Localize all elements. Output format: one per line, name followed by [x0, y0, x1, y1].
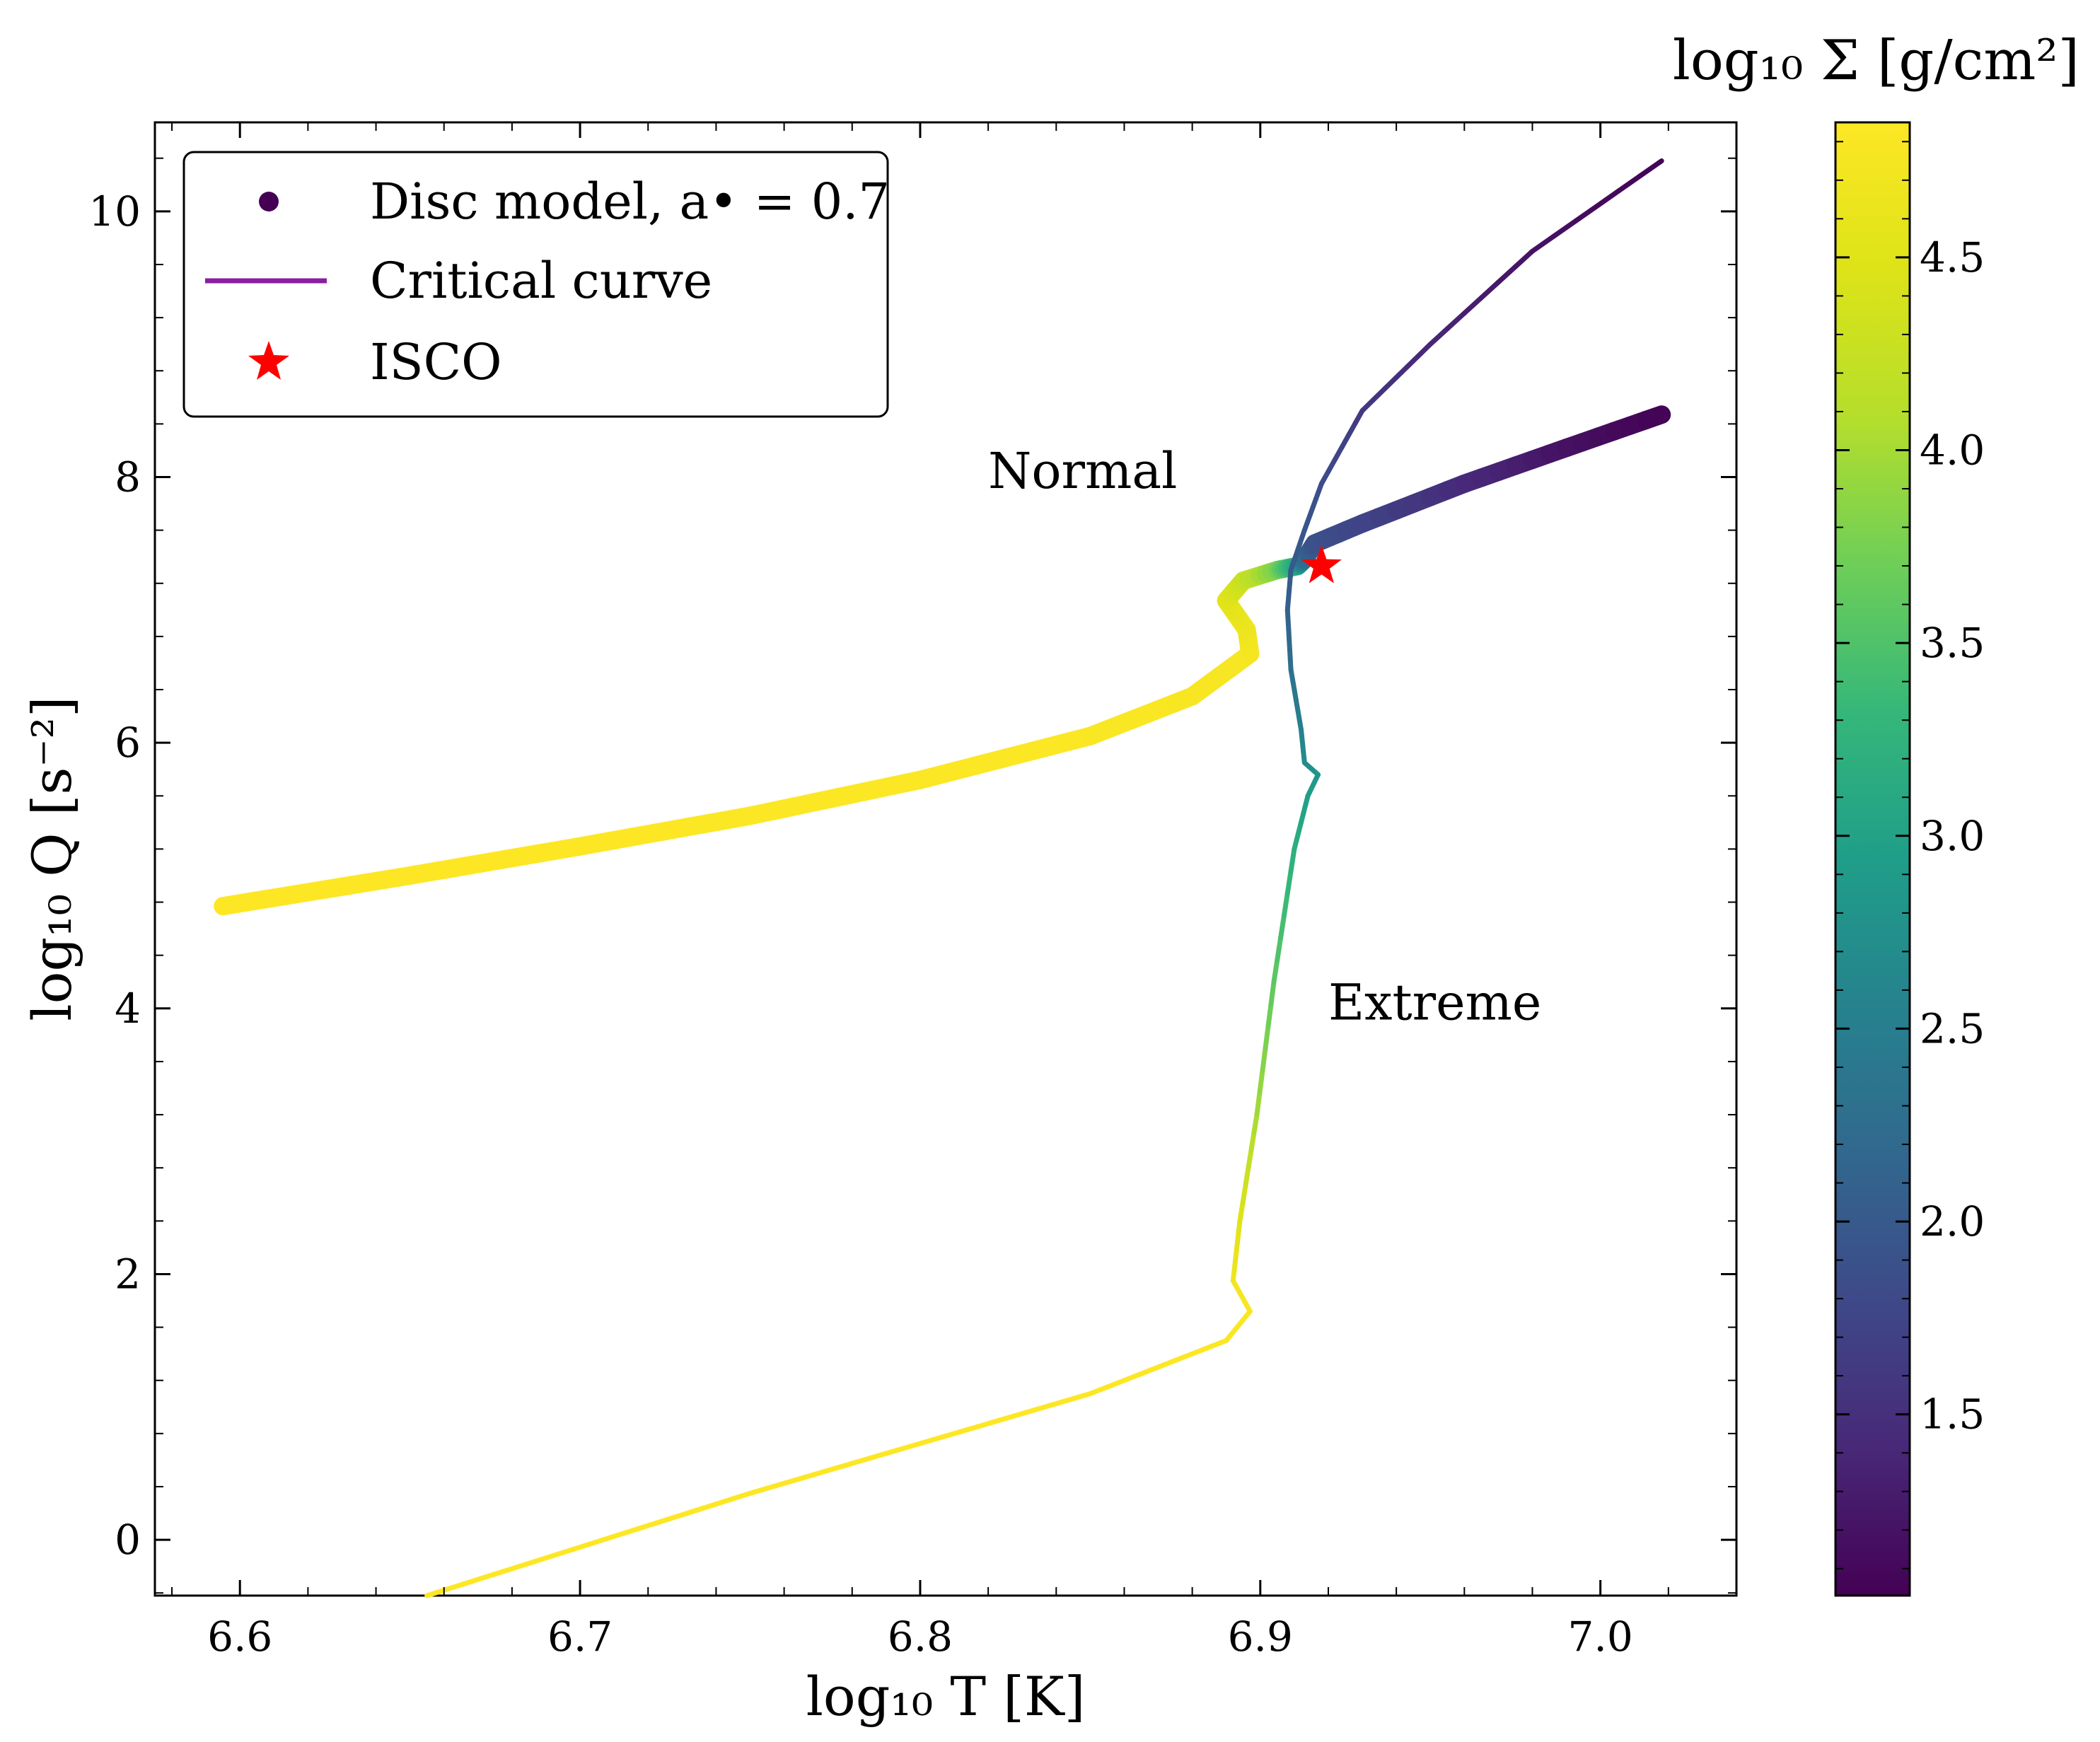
critical-curve-segment: [1427, 326, 1450, 347]
critical-curve-segment: [1257, 1067, 1265, 1096]
annotation-extreme: Extreme: [1328, 973, 1541, 1031]
critical-curve-segment: [1260, 1045, 1268, 1073]
critical-curve-segment: [1110, 1373, 1138, 1388]
critical-curve-segment: [532, 1542, 591, 1564]
y-tick-label: 6: [115, 719, 141, 767]
critical-curve-segment: [1254, 1090, 1263, 1117]
critical-curve-segment: [1265, 1001, 1274, 1029]
critical-curve-segment: [1248, 1130, 1257, 1153]
critical-curve-segment: [1243, 1165, 1251, 1188]
critical-curve-segment: [974, 1407, 1036, 1429]
critical-curve-segment: [1637, 158, 1664, 179]
critical-curve-segment: [1087, 1382, 1115, 1397]
critical-curve-segment: [1572, 203, 1600, 224]
y-tick-label: 10: [88, 187, 141, 236]
critical-curve-segment: [639, 1507, 699, 1531]
critical-curve-segment: [1278, 912, 1287, 941]
critical-curve-segment: [1237, 1200, 1246, 1224]
x-axis-label: log₁₀ T [K]: [806, 1665, 1086, 1728]
ticks-layer: 6.6 6.7 6.8 6.9 7.0 0 2 4 6 8 10: [88, 122, 1736, 1661]
disc-model-segment: [1636, 405, 1671, 430]
critical-curve-segment: [1594, 188, 1621, 209]
y-tick-label: 8: [115, 453, 141, 501]
critical-curve-segment: [1393, 364, 1410, 381]
critical-curve-segment: [1178, 1347, 1207, 1361]
critical-curve-segment: [1359, 397, 1376, 414]
critical-curve-segment: [424, 1576, 484, 1598]
colorbar: 1.5 2.0 2.5 3.0 3.5 4.0 4.5 log₁₀ Σ [g/cm²]: [1673, 29, 2079, 1597]
legend: Disc model, a• = 0.7 Critical curve ISCO: [182, 151, 890, 418]
critical-curve-segment: [1444, 310, 1467, 332]
x-tick-label: 7.0: [1568, 1613, 1633, 1661]
critical-curve-segment: [1478, 279, 1501, 301]
disc-model-series: [214, 405, 1671, 916]
critical-curve-segment: [1512, 248, 1535, 269]
critical-curve-segment: [1268, 979, 1277, 1007]
critical-curve-segment: [917, 1424, 980, 1446]
colorbar-ticks: 1.5 2.0 2.5 3.0 3.5 4.0 4.5: [1835, 141, 1985, 1569]
legend-box: [182, 151, 889, 418]
y-tick-label: 4: [115, 985, 141, 1033]
critical-curve-segment: [1615, 173, 1643, 194]
critical-curve-segment: [693, 1490, 753, 1513]
legend-disc-label: Disc model, a• = 0.7: [370, 173, 890, 231]
critical-curve-segment: [1551, 219, 1578, 239]
colorbar-tick-label: 1.5: [1920, 1390, 1985, 1439]
critical-curve-segment: [804, 1457, 866, 1480]
critical-curve-segment: [1132, 1364, 1161, 1378]
critical-curve-segment: [1284, 869, 1294, 896]
colorbar-tick-label: 3.5: [1920, 619, 1985, 667]
legend-disc-marker: [259, 192, 279, 211]
critical-curve-segment: [1031, 1391, 1093, 1413]
y-tick-label: 2: [115, 1250, 141, 1298]
critical-curve-segment: [1275, 935, 1284, 963]
isco-marker: [1301, 545, 1342, 583]
y-tick-label: 0: [115, 1516, 141, 1564]
isco-layer: [1301, 545, 1342, 583]
plot-frame: [153, 121, 1738, 1597]
colorbar-gradient: [1834, 121, 1911, 1597]
critical-curve-segment: [1382, 375, 1399, 391]
legend-isco-label: ISCO: [370, 333, 502, 391]
critical-curve-segment: [861, 1441, 923, 1463]
critical-curve-segment: [1240, 1183, 1248, 1206]
critical-curve-segment: [1201, 1337, 1229, 1352]
colorbar-label: log₁₀ Σ [g/cm²]: [1673, 29, 2079, 93]
critical-curve-segment: [586, 1525, 645, 1548]
x-tick-label: 6.7: [547, 1613, 613, 1661]
critical-curve-series: [424, 158, 1664, 1598]
colorbar-tick-label: 4.5: [1920, 233, 1985, 281]
critical-curve-segment: [478, 1559, 538, 1581]
colorbar-tick-label: 2.5: [1920, 1004, 1985, 1052]
legend-critical-label: Critical curve: [370, 252, 712, 310]
y-axis-label: log₁₀ Q [s⁻²]: [21, 696, 83, 1021]
x-tick-label: 6.9: [1228, 1613, 1293, 1661]
critical-curve-segment: [1371, 385, 1388, 402]
critical-curve-segment: [1281, 890, 1290, 918]
critical-curve-segment: [1405, 352, 1422, 369]
critical-curve-segment: [1288, 846, 1297, 874]
critical-curve-segment: [1156, 1355, 1184, 1370]
critical-curve-segment: [1263, 1023, 1271, 1051]
critical-curve-segment: [748, 1474, 810, 1496]
critical-curve-segment: [1246, 1147, 1254, 1171]
critical-curve-segment: [1461, 295, 1484, 316]
series-layer: [214, 158, 1671, 1598]
colorbar-tick-label: 2.0: [1920, 1197, 1985, 1245]
colorbar-tick-label: 3.0: [1920, 812, 1985, 860]
critical-curve-segment: [1495, 264, 1518, 285]
legend-isco-marker: [248, 341, 289, 380]
critical-curve-segment: [1251, 1112, 1260, 1135]
x-tick-label: 6.6: [207, 1613, 272, 1661]
critical-curve-segment: [1416, 342, 1433, 358]
colorbar-tick-label: 4.0: [1920, 426, 1985, 474]
critical-curve-segment: [1529, 233, 1557, 254]
critical-curve-segment: [1271, 957, 1280, 985]
x-tick-label: 6.8: [888, 1613, 953, 1661]
annotation-normal: Normal: [988, 442, 1177, 500]
